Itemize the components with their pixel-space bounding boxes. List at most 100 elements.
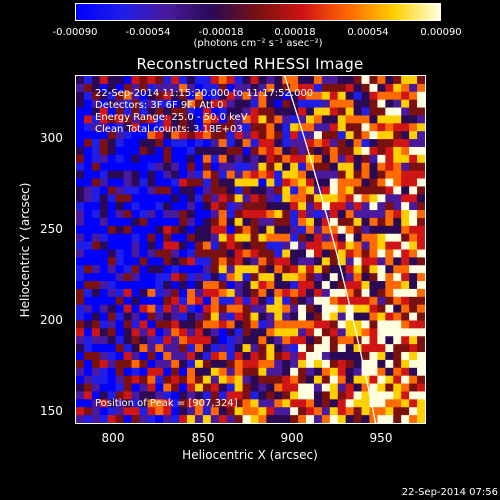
heatmap-cell [274,146,283,156]
heatmap-cell [163,352,172,361]
heatmap-cell [107,336,117,345]
heatmap-cell [250,415,260,423]
heatmap-cell [321,296,331,306]
heatmap-cell [163,320,172,329]
heatmap-cell [226,304,236,314]
heatmap-cell [91,139,101,148]
heatmap-cell [266,375,275,385]
heatmap-cell [83,273,93,282]
heatmap-cell [218,415,228,423]
heatmap-cell [306,115,315,124]
heatmap-cell [226,312,236,322]
heatmap-cell [155,217,164,227]
heatmap-cell [187,359,196,369]
heatmap-cell [266,359,275,369]
heatmap-cell [76,328,85,337]
heatmap-cell [163,391,172,400]
heatmap-cell [99,273,109,282]
heatmap-cell [99,312,109,322]
heatmap-cell [187,304,196,314]
heatmap-cell [147,273,156,282]
heatmap-cell [306,249,315,258]
heatmap-cell [417,415,425,423]
heatmap-cell [282,210,291,219]
heatmap-cell [321,383,331,393]
heatmap-cell [218,288,228,298]
heatmap-cell [337,304,347,314]
heatmap-cell [393,383,402,393]
heatmap-cell [76,139,85,148]
heatmap-cell [115,233,125,243]
heatmap-cell [99,265,109,274]
heatmap-cell [361,83,371,93]
heatmap-cell [147,328,156,337]
heatmap-cell [155,91,164,101]
heatmap-cell [306,415,315,423]
heatmap-cell [337,162,347,172]
heatmap-cell [187,312,196,322]
heatmap-cell [266,304,275,314]
heatmap-cell [321,249,331,258]
heatmap-cell [171,154,180,164]
heatmap-cell [202,91,212,101]
heatmap-cell [131,383,141,393]
heatmap-cell [171,241,180,251]
heatmap-cell [155,281,164,290]
heatmap-cell [115,415,125,423]
heatmap-cell [107,265,117,274]
heatmap-cell [337,210,347,219]
heatmap-cell [226,178,236,188]
heatmap-cell [258,217,267,227]
heatmap-cell [266,233,275,243]
heatmap-cell [377,154,386,164]
heatmap-cell [306,257,315,266]
heatmap-cell [115,91,125,101]
heatmap-cell [123,352,133,361]
heatmap-cell [139,99,148,109]
heatmap-cell [313,131,323,140]
heatmap-cell [187,131,196,140]
heatmap-cell [99,320,109,329]
heatmap-cell [115,288,125,298]
heatmap-cell [313,233,323,243]
heatmap-cell [250,139,260,148]
heatmap-cell [202,312,212,322]
heatmap-cell [417,257,425,266]
heatmap-cell [202,131,212,140]
heatmap-cell [329,249,339,258]
heatmap-cell [242,154,252,164]
heatmap-cell [313,265,323,274]
heatmap-cell [266,194,275,203]
heatmap-cell [298,352,307,361]
heatmap-cell [202,352,212,361]
heatmap-cell [298,273,307,282]
heatmap-cell [353,107,363,117]
heatmap-cell [147,257,156,266]
heatmap-cell [115,99,125,109]
heatmap-cell [290,375,299,385]
heatmap-cell [385,115,394,124]
heatmap-cell [155,139,164,148]
heatmap-cell [258,249,267,258]
x-tick: 950 [369,431,393,445]
heatmap-cell [242,76,252,85]
heatmap-cell [337,399,347,408]
heatmap-cell [187,178,196,188]
heatmap-cell [266,336,275,345]
heatmap-cell [329,225,339,235]
heatmap-cell [139,249,148,258]
heatmap-cell [345,336,355,345]
heatmap-cell [99,304,109,314]
heatmap-cell [131,131,141,140]
heatmap-cell [306,107,315,117]
heatmap-cell [393,115,402,124]
heatmap-cell [115,344,125,353]
heatmap-cell [147,281,156,290]
heatmap-cell [234,375,244,385]
heatmap-cell [187,288,196,298]
heatmap-cell [401,328,410,337]
heatmap-cell [377,91,386,101]
heatmap-cell [171,202,180,211]
heatmap-cell [218,91,228,101]
heatmap-cell [187,375,196,385]
